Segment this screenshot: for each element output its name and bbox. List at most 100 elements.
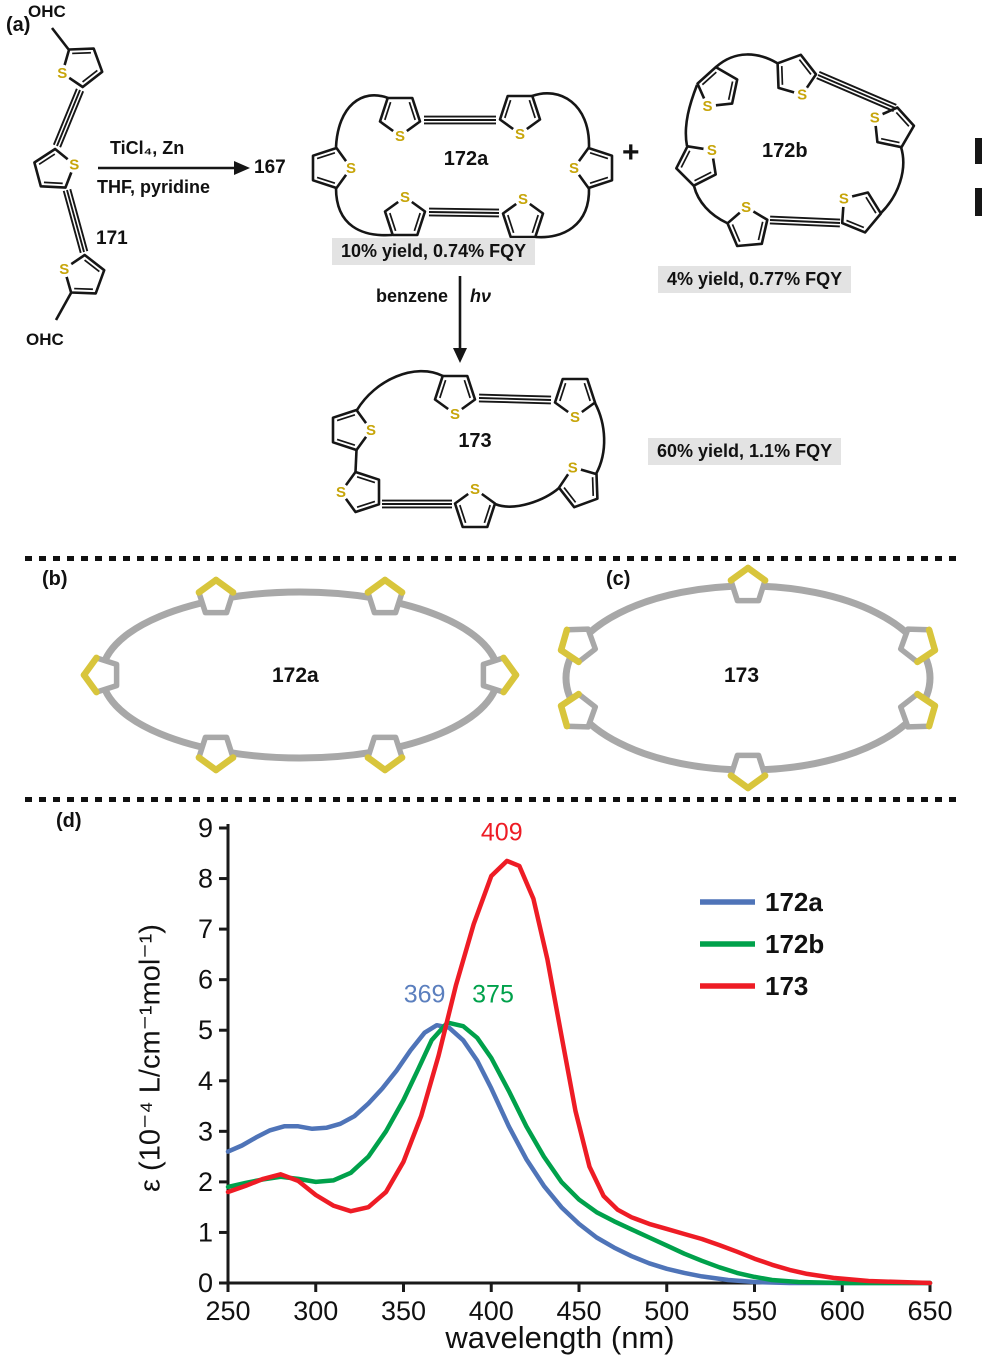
xray-thiophene <box>364 576 406 616</box>
alkyne-bond <box>478 393 552 405</box>
thiophene-ring: S <box>311 146 360 190</box>
plus-sign: + <box>622 136 640 169</box>
xray-compound-label-173: 173 <box>724 664 760 687</box>
xray-thiophene <box>727 752 769 792</box>
alkyne-bond <box>52 88 85 148</box>
thiophene-ring: S <box>866 106 916 149</box>
thiophene-ring: S <box>675 141 721 187</box>
dotted-divider-2 <box>25 797 960 802</box>
peak-annotation-409: 409 <box>481 819 523 847</box>
molecule-171: S S S <box>33 27 106 321</box>
thiophene-ring: S <box>378 96 422 145</box>
molecule-173: S S S S S S <box>331 369 606 529</box>
sulfur-atom-label: S <box>569 160 579 177</box>
xray-structure-173 <box>557 564 939 792</box>
x-tick-label: 500 <box>644 1296 689 1326</box>
reaction-conditions-line2: THF, pyridine <box>97 177 211 197</box>
sulfur-atom-label: S <box>346 160 356 177</box>
sulfur-atom-label: S <box>741 199 751 216</box>
compound-label-173: 173 <box>458 430 492 452</box>
xray-thiophene <box>195 576 237 616</box>
peak-annotation-375: 375 <box>472 980 514 1008</box>
sulfur-atom-label: S <box>839 191 849 208</box>
sulfur-atom-label: S <box>366 422 376 439</box>
sulfur-atom-label: S <box>395 128 405 145</box>
panel-d-label: (d) <box>56 810 82 832</box>
sulfur-atom-label: S <box>69 157 79 174</box>
x-tick-label: 400 <box>469 1296 514 1326</box>
xray-thiophene <box>727 564 769 604</box>
thiophene-ring: S <box>498 94 542 143</box>
alkyne-bond <box>816 71 897 112</box>
legend-label-172a: 172a <box>765 887 823 917</box>
aldehyde-label-bottom: OHC <box>26 330 64 349</box>
peak-annotation-369: 369 <box>404 980 446 1008</box>
x-tick-label: 250 <box>205 1296 250 1326</box>
reaction-scheme-svg: S S S S S S S S S S <box>33 27 982 529</box>
panel-a-label: (a) <box>6 14 31 36</box>
alkyne-bond <box>769 215 841 228</box>
y-tick-label: 1 <box>198 1217 213 1247</box>
compound-label-171: 171 <box>96 228 128 249</box>
sulfur-atom-label: S <box>707 142 717 159</box>
photo-light-label: hν <box>470 286 492 306</box>
y-tick-label: 0 <box>198 1268 213 1298</box>
sulfur-atom-label: S <box>568 459 578 476</box>
thiophene-ring: S <box>553 377 597 426</box>
alkyne-bond <box>424 115 496 125</box>
spectrum-series-172a <box>225 1022 933 1286</box>
x-tick-label: 650 <box>907 1296 952 1326</box>
sulfur-atom-label: S <box>702 98 712 115</box>
spectrum-series-173 <box>225 858 933 1286</box>
thiophene-ring: S <box>557 458 599 509</box>
legend-label-173: 173 <box>765 971 808 1001</box>
alkyne-bond <box>382 499 452 509</box>
thiophene-ring: S <box>453 480 497 529</box>
cropped-structure-fragment <box>975 188 982 216</box>
compound-label-172b: 172b <box>762 140 808 162</box>
x-tick-label: 450 <box>556 1296 601 1326</box>
y-axis-title: ε (10⁻⁴ L/cm⁻¹mol⁻¹) <box>134 924 167 1192</box>
xray-structures-svg <box>80 564 939 792</box>
thiophene-ring: S <box>332 470 381 514</box>
x-tick-label: 550 <box>732 1296 777 1326</box>
thiophene-ring: S <box>383 188 427 237</box>
sulfur-atom-label: S <box>570 409 580 426</box>
thiophene-ring: S <box>501 190 545 239</box>
y-tick-label: 7 <box>198 914 213 944</box>
y-tick-label: 9 <box>198 813 213 843</box>
dotted-divider-1 <box>25 556 960 561</box>
compound-label-172a: 172a <box>443 148 489 170</box>
thiophene-ring: S <box>53 47 104 89</box>
x-axis-title: wavelength (nm) <box>445 1320 675 1355</box>
y-tick-label: 4 <box>198 1066 213 1096</box>
absorption-spectra-chart: 250 300 350 400 450 500 550 600 650 0 1 2 3 4 5 6 7 8 9 369… <box>198 813 953 1326</box>
reaction-arrow-right <box>98 161 250 175</box>
y-tick-label: 3 <box>198 1116 213 1146</box>
sulfur-atom-label: S <box>518 191 528 208</box>
sulfur-atom-label: S <box>336 484 346 501</box>
y-tick-label: 8 <box>198 864 213 894</box>
sulfur-atom-label: S <box>59 261 69 278</box>
sulfur-atom-label: S <box>870 110 880 127</box>
xray-thiophene <box>897 626 939 666</box>
x-tick-label: 350 <box>381 1296 426 1326</box>
sulfur-atom-label: S <box>57 65 67 82</box>
thiophene-ring: S <box>565 146 614 190</box>
yield-text-172b: 4% yield, 0.77% FQY <box>658 266 852 293</box>
xray-thiophene <box>557 626 599 666</box>
reaction-conditions-line1: TiCl₄, Zn <box>110 138 185 158</box>
molecule-172b: S S S S S S <box>675 53 982 248</box>
thiophene-ring: S <box>55 253 106 295</box>
xray-thiophene <box>480 654 520 696</box>
cropped-structure-fragment <box>975 138 982 164</box>
panel-c-label: (c) <box>606 568 631 590</box>
x-tick-label: 300 <box>293 1296 338 1326</box>
reaction-arrow-down <box>453 276 467 363</box>
y-tick-label: 2 <box>198 1167 213 1197</box>
yield-text-173: 60% yield, 1.1% FQY <box>648 438 842 465</box>
sulfur-atom-label: S <box>400 189 410 206</box>
sulfur-atom-label: S <box>470 481 480 498</box>
xray-thiophene <box>364 734 406 774</box>
